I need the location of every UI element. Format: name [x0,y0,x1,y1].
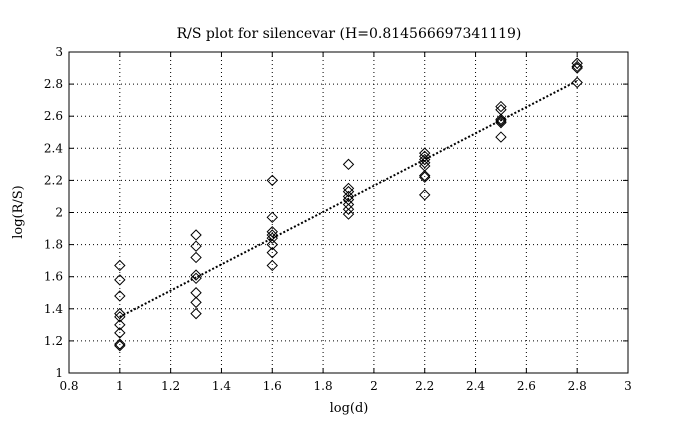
data-point [571,60,583,73]
data-point [266,232,278,244]
axis-ticks: 0.8 1 1.2 1.4 1.6 1.8 2 2.2 2.4 2.6 2.8 311.21.41.6… [44,45,632,393]
data-point [419,169,431,182]
data-point [190,240,202,252]
data-point [190,272,202,285]
data-point [495,131,507,143]
data-point [114,340,126,352]
data-point [114,311,126,323]
y-tick-label: 1.2 [44,334,63,348]
grid [69,52,628,373]
data-point [190,287,202,299]
chart-title: R/S plot for silencevar (H=0.81456669734… [177,26,522,42]
data-point [114,290,126,302]
x-tick-label: 1.2 [161,379,180,393]
data-point [190,296,202,309]
data-point [342,182,355,195]
data-point [190,229,202,241]
data-point [342,203,355,215]
x-tick-label: 2.6 [517,379,536,393]
data-point [266,174,278,187]
x-tick-label: 2.2 [415,379,434,393]
y-tick-label: 2.2 [44,173,63,187]
data-point [419,157,431,169]
data-point [495,104,507,116]
data-point [342,185,355,198]
data-point [114,274,126,286]
x-axis-label: log(d) [330,401,369,416]
data-point [266,238,278,251]
data-point [114,307,126,320]
data-point [419,171,431,183]
data-point [495,100,507,113]
data-point [266,226,278,238]
y-tick-label: 3 [55,45,63,59]
data-point [342,208,355,220]
x-tick-label: 0.8 [59,379,78,393]
data-point [419,153,431,166]
data-point [266,211,278,224]
data-point [419,160,431,172]
y-axis-label: log(R/S) [11,185,26,239]
data-point [190,251,202,264]
data-point [419,189,431,201]
y-tick-label: 2 [55,206,63,220]
data-point [571,57,583,69]
data-point [114,259,126,272]
y-tick-label: 1.6 [44,270,63,284]
x-tick-label: 1.4 [212,379,231,393]
x-tick-label: 2 [370,379,378,393]
data-point [495,113,507,126]
x-tick-label: 3 [624,379,632,393]
y-tick-label: 2.8 [44,77,63,91]
x-tick-label: 1 [116,379,124,393]
data-point [571,62,583,74]
data-points [114,57,583,352]
plot-frame [68,51,629,374]
data-point [342,190,355,203]
x-tick-label: 1.6 [263,379,282,393]
data-point [190,269,202,281]
data-point [114,327,126,339]
data-point [495,115,507,127]
x-tick-label: 2.8 [568,379,587,393]
y-tick-label: 2.6 [44,109,63,123]
data-point [266,259,278,272]
data-point [114,338,126,350]
y-tick-label: 2.4 [44,141,63,155]
x-tick-label: 1.8 [314,379,333,393]
data-point [190,307,202,320]
data-point [266,246,278,259]
data-point [114,319,126,331]
data-point [495,116,507,129]
y-tick-label: 1.4 [44,302,63,316]
y-tick-label: 1 [55,366,63,380]
data-point [266,229,278,241]
data-point [342,158,355,171]
y-tick-label: 1.8 [44,238,63,252]
data-point [571,76,583,89]
x-tick-label: 2.4 [466,379,485,393]
